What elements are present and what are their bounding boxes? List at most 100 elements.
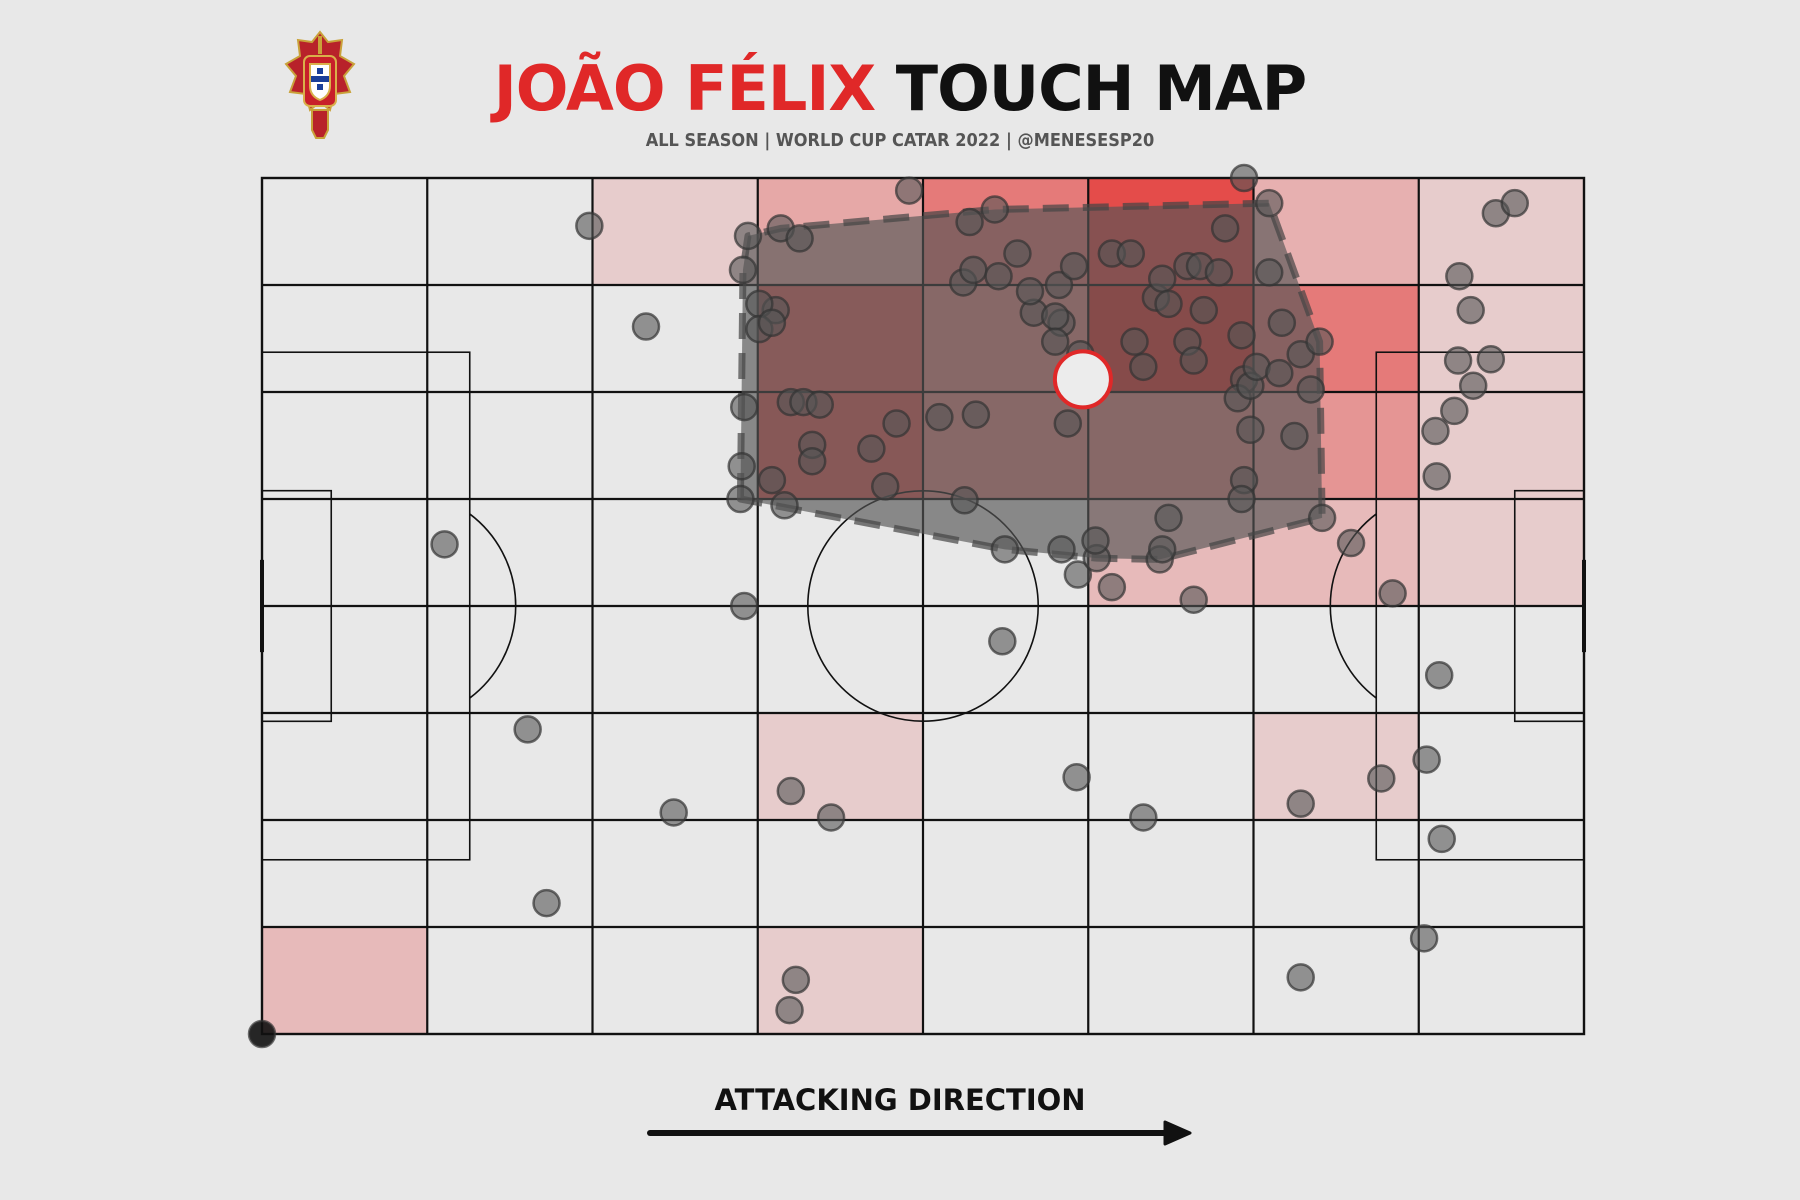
- touch-point: [894, 176, 924, 205]
- touch-point: [430, 530, 459, 559]
- touch-point: [1154, 289, 1183, 319]
- touch-point: [1443, 346, 1473, 375]
- touch-point: [757, 465, 787, 495]
- touch-point: [1424, 660, 1454, 690]
- touch-point: [1254, 258, 1284, 287]
- touch-point: [1229, 163, 1259, 193]
- touch-point: [1147, 264, 1177, 293]
- touch-point: [1286, 789, 1315, 818]
- heatmap-bin: [1253, 713, 1419, 820]
- touch-point: [882, 409, 911, 438]
- touch-point: [776, 776, 806, 806]
- touch-point: [984, 261, 1013, 291]
- touch-point: [1280, 421, 1309, 451]
- touch-point: [950, 486, 979, 515]
- touch-point: [729, 392, 759, 422]
- touch-point: [770, 491, 799, 520]
- touch-point: [1409, 924, 1439, 953]
- touch-point: [785, 224, 814, 253]
- touch-point: [733, 221, 763, 251]
- touch-point: [955, 207, 984, 237]
- touch-point: [1015, 277, 1045, 306]
- touch-point: [990, 535, 1020, 564]
- touch-point: [870, 472, 900, 501]
- touch-point: [1120, 327, 1149, 356]
- attacking-direction-label: ATTACKING DIRECTION: [714, 1083, 1086, 1117]
- touch-point: [1440, 396, 1469, 426]
- touch-point: [1189, 295, 1219, 325]
- arrow-right-icon: [647, 1120, 1192, 1146]
- touch-point: [1227, 484, 1256, 514]
- touch-point: [1204, 258, 1234, 287]
- touch-point: [857, 434, 886, 463]
- touch-point: [1286, 963, 1315, 992]
- touch-point: [1129, 803, 1158, 832]
- touch-point: [961, 400, 991, 429]
- touch-point: [1040, 302, 1070, 331]
- touch-point: [1336, 528, 1366, 558]
- heatmap-bin: [262, 927, 428, 1034]
- touch-point: [729, 591, 759, 621]
- touch-point: [1154, 503, 1183, 533]
- title-rest: TOUCH MAP: [895, 52, 1307, 125]
- touch-point: [1265, 358, 1294, 388]
- touch-point: [1116, 239, 1145, 268]
- touch-point: [1378, 579, 1407, 608]
- touch-point: [805, 390, 835, 419]
- touch-point: [1179, 585, 1208, 614]
- touch-point: [959, 255, 988, 285]
- touch-point: [1227, 321, 1256, 350]
- touch-point: [1422, 462, 1451, 491]
- touch-point: [980, 195, 1010, 224]
- touch-point: [1254, 188, 1284, 218]
- touch-point: [247, 1019, 277, 1049]
- touch-point: [781, 965, 811, 995]
- touch-point: [1063, 560, 1093, 589]
- touch-point: [1059, 251, 1089, 281]
- touch-point: [1412, 745, 1441, 774]
- heatmap-bin: [1418, 178, 1584, 285]
- touch-point: [816, 803, 846, 832]
- average-position-marker: [1052, 349, 1113, 410]
- touch-point: [1267, 308, 1297, 338]
- touch-point: [1367, 764, 1396, 793]
- portugal-federation-crest-icon: [284, 30, 356, 139]
- touch-point: [1129, 352, 1158, 382]
- touch-point: [1458, 371, 1488, 400]
- touch-point: [757, 308, 787, 338]
- touch-point: [1476, 345, 1506, 374]
- touch-point: [1044, 270, 1074, 300]
- touch-point: [659, 798, 688, 827]
- touch-point: [1147, 535, 1177, 564]
- average-position-layer: [1052, 349, 1113, 410]
- touch-point: [1062, 762, 1091, 792]
- touch-point: [988, 626, 1017, 656]
- touch-point: [1097, 572, 1127, 602]
- heatmap-bin: [1418, 285, 1584, 392]
- touch-point: [1296, 375, 1326, 404]
- touch-point: [728, 255, 758, 285]
- touch-points-layer: [247, 163, 1530, 1049]
- title-player-name: JOÃO FÉLIX: [493, 52, 876, 125]
- touch-point: [1081, 526, 1110, 555]
- touch-point: [1003, 239, 1032, 268]
- chart-title: JOÃO FÉLIX TOUCH MAP: [0, 52, 1800, 125]
- touch-point: [925, 402, 954, 432]
- left-penalty-arc: [469, 513, 517, 699]
- heatmap-bin: [757, 713, 923, 820]
- touch-point: [575, 211, 604, 241]
- touch-point: [1456, 295, 1485, 325]
- touch-point: [726, 484, 755, 514]
- touch-point: [797, 446, 827, 476]
- touch-point: [1053, 409, 1083, 438]
- heatmap-bin: [1418, 499, 1584, 606]
- touch-point: [1179, 346, 1208, 375]
- touch-point: [631, 312, 661, 341]
- touch-point: [1210, 214, 1240, 243]
- touch-point: [1500, 188, 1530, 218]
- touch-point: [513, 715, 542, 744]
- touch-point: [727, 452, 756, 481]
- touch-point: [1421, 416, 1450, 446]
- touch-point: [1047, 535, 1076, 564]
